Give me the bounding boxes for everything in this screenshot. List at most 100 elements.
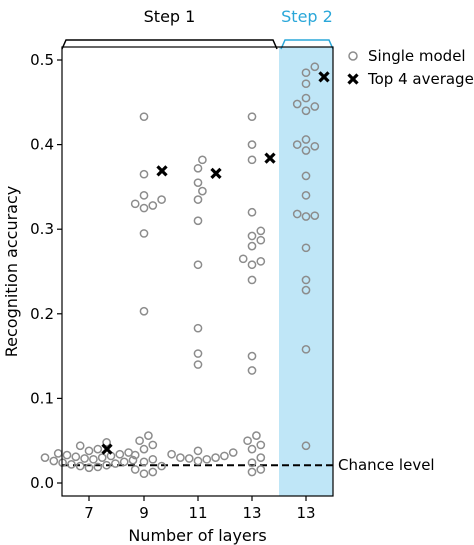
single-model-point	[247, 351, 257, 361]
single-model-point	[301, 135, 311, 144]
single-model-point	[148, 454, 158, 464]
single-model-point	[301, 344, 311, 354]
single-model-point	[292, 99, 302, 109]
single-model-point	[256, 453, 266, 462]
top4-average-points	[101, 71, 330, 455]
legend-x-marker	[347, 73, 359, 85]
x-tick-label: 9	[139, 504, 149, 522]
single-model-point	[310, 211, 320, 221]
single-model-point	[256, 226, 266, 236]
single-model-point	[130, 450, 140, 460]
y-axis: 0.0 0.1 0.2 0.3 0.4 0.5	[30, 51, 62, 492]
single-model-point	[130, 465, 140, 474]
single-model-point	[247, 112, 257, 122]
single-model-point	[193, 260, 203, 270]
single-model-point	[193, 163, 203, 173]
single-model-point	[238, 254, 248, 264]
single-model-point	[89, 454, 98, 464]
single-model-point	[176, 453, 185, 462]
single-model-point	[67, 460, 76, 469]
highlight-band	[279, 47, 333, 496]
single-model-point	[75, 461, 85, 471]
single-model-point	[139, 191, 149, 200]
single-model-point	[252, 431, 261, 440]
single-model-point	[247, 231, 257, 241]
single-model-point	[193, 195, 203, 204]
single-model-point	[247, 458, 257, 468]
single-model-point	[135, 436, 144, 446]
single-model-point	[157, 461, 166, 471]
step2-label: Step 2	[281, 7, 333, 26]
single-model-point	[198, 186, 207, 196]
single-model-point	[139, 112, 149, 122]
legend-single-marker	[348, 51, 358, 61]
single-model-point	[301, 275, 311, 285]
single-model-point	[115, 449, 125, 459]
single-model-point	[75, 441, 85, 451]
single-model-point	[247, 140, 257, 149]
chance-level-label: Chance level	[338, 456, 435, 474]
single-model-point	[111, 459, 120, 468]
single-model-point	[139, 306, 149, 316]
single-model-point	[310, 141, 320, 151]
single-model-point	[202, 454, 212, 464]
single-model-point	[247, 207, 257, 217]
single-model-point	[247, 366, 257, 375]
single-model-point	[220, 451, 229, 461]
single-model-point	[243, 436, 252, 446]
single-model-point	[301, 171, 311, 181]
top4-average-point	[318, 71, 330, 83]
step1-bracket	[61, 39, 278, 50]
single-model-point	[247, 444, 257, 454]
single-model-point	[247, 275, 257, 285]
y-tick-label: 0.4	[30, 136, 54, 154]
single-model-point	[93, 444, 103, 454]
x-tick-label: 13	[296, 504, 315, 522]
y-tick-label: 0.3	[30, 220, 54, 238]
single-model-point	[49, 456, 59, 466]
single-model-point	[301, 191, 311, 200]
single-model-point	[301, 106, 311, 116]
single-model-point	[144, 431, 153, 440]
single-model-point	[193, 323, 203, 333]
single-model-point	[93, 462, 103, 472]
single-model-point	[256, 235, 266, 245]
y-tick-label: 0.0	[30, 474, 54, 492]
single-model-point	[301, 68, 311, 78]
single-model-point	[310, 102, 320, 111]
x-stroke	[156, 165, 168, 177]
x-stroke	[264, 152, 276, 164]
single-model-point	[167, 449, 176, 459]
single-model-point	[193, 456, 203, 466]
step2-bracket	[280, 39, 334, 50]
single-model-point	[310, 62, 320, 72]
single-model-point	[301, 441, 311, 451]
x-axis: 7 9 11 13 13	[84, 496, 316, 522]
single-model-point	[62, 450, 72, 460]
single-model-point	[71, 452, 81, 462]
step-brackets: Step 1 Step 2	[61, 7, 334, 50]
x-stroke	[347, 73, 359, 85]
single-model-point	[130, 199, 140, 209]
top4-average-point	[210, 167, 222, 179]
single-model-point	[247, 155, 257, 165]
single-model-point	[139, 469, 149, 479]
single-model-point	[84, 463, 94, 473]
y-axis-label: Recognition accuracy	[2, 186, 21, 358]
single-model-point	[53, 449, 63, 458]
legend-single-label: Single model	[368, 47, 466, 65]
single-model-points	[40, 62, 320, 479]
single-model-point	[301, 146, 311, 155]
y-tick-label: 0.1	[30, 389, 54, 407]
single-model-point	[301, 243, 311, 253]
single-model-point	[119, 457, 129, 467]
single-model-point	[256, 465, 266, 474]
x-axis-label: Number of layers	[128, 526, 266, 545]
single-model-point	[301, 212, 311, 221]
x-stroke	[318, 71, 330, 83]
single-model-point	[193, 360, 203, 369]
x-tick-label: 11	[188, 504, 207, 522]
single-model-point	[301, 285, 311, 295]
single-model-point	[102, 460, 111, 470]
